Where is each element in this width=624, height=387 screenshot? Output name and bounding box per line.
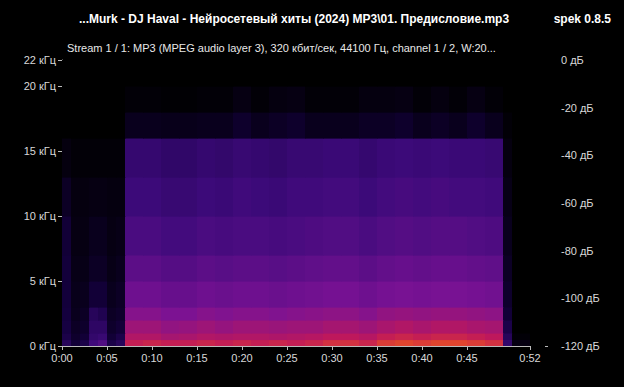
svg-text:0 кГц: 0 кГц (30, 340, 57, 352)
svg-text:15 кГц: 15 кГц (24, 145, 57, 157)
svg-text:-120 дБ: -120 дБ (561, 340, 600, 352)
svg-text:0:52: 0:52 (519, 352, 540, 364)
svg-text:-80 дБ: -80 дБ (561, 245, 594, 257)
svg-text:0:40: 0:40 (411, 352, 432, 364)
svg-text:spek 0.8.5: spek 0.8.5 (554, 12, 612, 26)
svg-text:0:00: 0:00 (51, 352, 72, 364)
svg-text:Stream 1 / 1: MP3 (MPEG audio: Stream 1 / 1: MP3 (MPEG audio layer 3), … (67, 42, 496, 54)
svg-text:...Murk - DJ Haval - Нейросете: ...Murk - DJ Haval - Нейросетевый хиты (… (79, 12, 509, 26)
svg-text:0 дБ: 0 дБ (561, 54, 584, 66)
svg-text:-40 дБ: -40 дБ (561, 149, 594, 161)
svg-text:0:45: 0:45 (456, 352, 477, 364)
svg-text:0:35: 0:35 (366, 352, 387, 364)
svg-text:0:20: 0:20 (231, 352, 252, 364)
svg-text:0:10: 0:10 (141, 352, 162, 364)
svg-text:0:30: 0:30 (321, 352, 342, 364)
svg-text:-60 дБ: -60 дБ (561, 197, 594, 209)
svg-text:0:05: 0:05 (96, 352, 117, 364)
svg-text:-100 дБ: -100 дБ (561, 292, 600, 304)
svg-text:0:25: 0:25 (276, 352, 297, 364)
svg-text:5 кГц: 5 кГц (30, 275, 57, 287)
svg-text:-20 дБ: -20 дБ (561, 102, 594, 114)
svg-text:22 кГц: 22 кГц (24, 54, 57, 66)
svg-text:0:15: 0:15 (186, 352, 207, 364)
svg-text:20 кГц: 20 кГц (24, 80, 57, 92)
svg-text:10 кГц: 10 кГц (24, 210, 57, 222)
